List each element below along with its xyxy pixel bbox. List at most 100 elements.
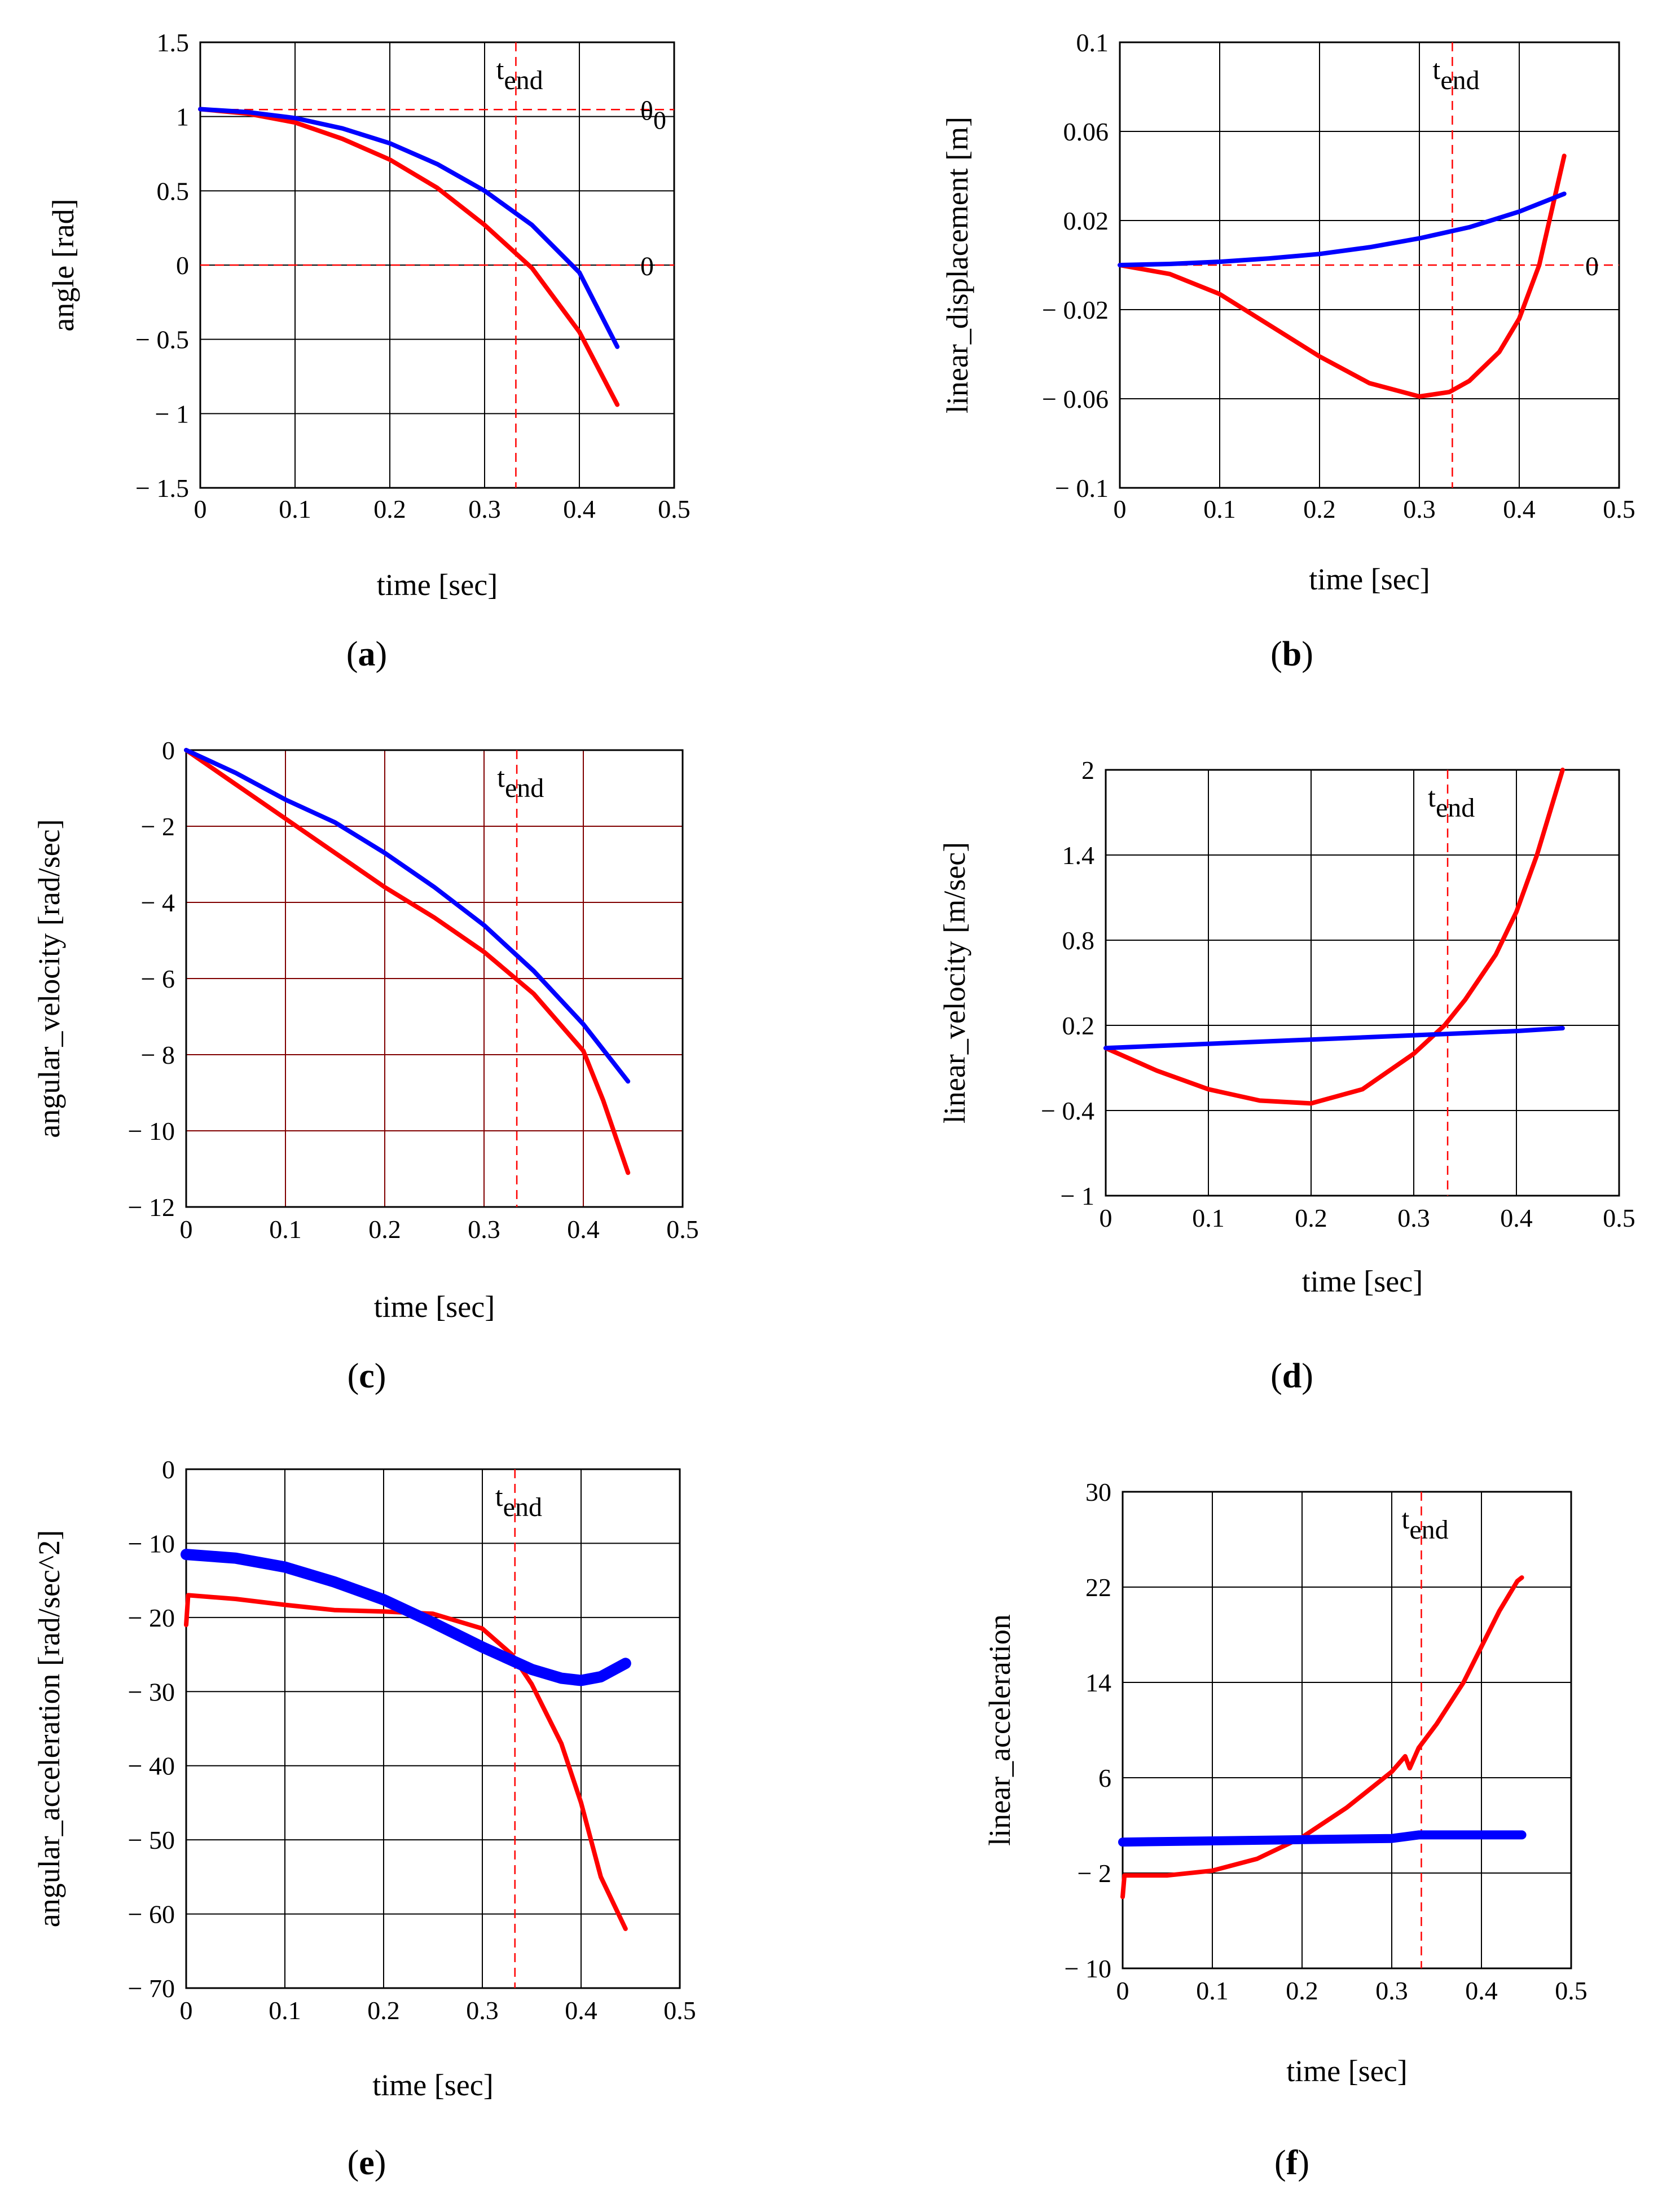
y-tick-label: − 30: [128, 1677, 175, 1706]
y-axis-label: linear_displacement [m]: [940, 117, 974, 413]
x-tick-label: 0: [180, 1215, 193, 1244]
panel-label-open: (: [346, 635, 358, 673]
panel-label-close: ): [1298, 2144, 1309, 2182]
panel-label-close: ): [375, 1357, 386, 1395]
y-tick-label: − 10: [1065, 1954, 1111, 1983]
x-axis-label: time [sec]: [1286, 2054, 1407, 2088]
x-tick-label: 0: [194, 495, 207, 523]
x-tick-label: 0.1: [1203, 495, 1236, 523]
x-tick-label: 0.3: [1403, 495, 1436, 523]
panel-label-open: (: [348, 1357, 359, 1395]
panel-label-letter: a: [358, 635, 376, 673]
tend-subscript: end: [503, 1492, 542, 1522]
y-tick-label: 0: [162, 736, 175, 765]
x-tick-label: 0.1: [269, 1215, 302, 1244]
x-tick-label: 0.2: [1286, 1976, 1318, 2005]
y-axis-label: angular_acceleration [rad/sec^2]: [32, 1530, 66, 1927]
x-axis-label: time [sec]: [1302, 1264, 1423, 1298]
tend-label: tend: [495, 1480, 542, 1522]
tend-subscript: end: [1440, 65, 1479, 95]
x-tick-label: 0.5: [1603, 495, 1635, 523]
x-tick-label: 0.4: [563, 495, 596, 523]
y-tick-label: 14: [1085, 1668, 1111, 1697]
panel-label: (b): [1270, 635, 1313, 673]
y-tick-label: − 0.02: [1042, 296, 1109, 324]
plot-frame: [1105, 769, 1620, 1197]
chart-e: 0 0.1 0.2 0.3 0.4 0.5 0 − 10 − 20 − 30 − 40 − 50 − 6…: [32, 1455, 696, 2182]
y-tick-label: 1.4: [1062, 841, 1095, 870]
y-tick-label: 0.06: [1063, 117, 1109, 146]
tend-subscript: end: [1409, 1515, 1448, 1545]
x-tick-label: 0: [1100, 1204, 1112, 1232]
x-tick-label: 0.4: [567, 1215, 600, 1244]
x-tick-label: 0: [1116, 1976, 1129, 2005]
x-tick-label: 0.2: [1295, 1204, 1327, 1232]
y-tick-label: − 0.1: [1055, 474, 1109, 503]
x-tick-label: 0.5: [666, 1215, 699, 1244]
y-tick-label: − 60: [128, 1900, 175, 1929]
y-tick-label: − 1.5: [135, 474, 189, 503]
y-tick-label: − 6: [141, 964, 175, 993]
series-red-line: [1120, 1575, 1524, 1900]
y-tick-label: − 2: [141, 812, 175, 841]
x-tick-label: 0.3: [468, 495, 501, 523]
chart-f: 0 0.1 0.2 0.3 0.4 0.5 30 22 14 6 − 2 − 10 tend time […: [983, 1478, 1588, 2182]
panel-label-open: (: [1274, 2144, 1286, 2182]
x-tick-label: 0.1: [1192, 1204, 1225, 1232]
panel-label-letter: f: [1286, 2144, 1299, 2182]
x-tick-label: 0.2: [1303, 495, 1336, 523]
y-tick-label: − 40: [128, 1752, 175, 1781]
series-red-line: [184, 1593, 628, 1931]
plot-frame: [185, 749, 684, 1208]
x-axis-label: time [sec]: [377, 568, 498, 602]
y-tick-label: 0: [162, 1455, 175, 1484]
y-tick-label: 1.5: [157, 28, 190, 57]
panel-label-close: ): [376, 635, 388, 673]
y-axis-label: linear_acceleration: [983, 1614, 1017, 1846]
series-red-line: [1103, 768, 1565, 1106]
y-tick-label: 1: [176, 103, 189, 131]
y-tick-label: − 0.5: [135, 325, 189, 354]
tend-label: tend: [1401, 1503, 1448, 1545]
tend-label: tend: [1432, 54, 1479, 95]
y-tick-label: 30: [1085, 1478, 1111, 1506]
x-tick-label: 0.2: [367, 1996, 400, 2025]
y-tick-label: − 12: [128, 1193, 175, 1222]
y-tick-label: − 10: [128, 1117, 175, 1145]
x-tick-label: 0.5: [663, 1996, 696, 2025]
series-blue-line: [1103, 1026, 1565, 1051]
x-tick-label: 0.1: [269, 1996, 301, 2025]
y-tick-label: 0.5: [157, 177, 190, 205]
x-tick-label: 0.3: [1397, 1204, 1430, 1232]
y-tick-label: 0.8: [1062, 926, 1095, 955]
reference-line-label: 0: [1585, 252, 1599, 281]
y-axis-label: angle [rad]: [46, 199, 80, 331]
panel-label-letter: e: [359, 2144, 375, 2182]
tend-label: tend: [496, 54, 543, 95]
y-axis-label: angular_velocity [rad/sec]: [32, 819, 66, 1138]
x-tick-label: 0.4: [1500, 1204, 1533, 1232]
panel-label-close: ): [1301, 635, 1313, 673]
x-tick-label: 0.3: [1375, 1976, 1408, 2005]
y-tick-label: 0.02: [1063, 206, 1109, 235]
tend-subscript: end: [504, 65, 543, 95]
y-tick-label: − 1: [155, 399, 189, 428]
panel-label: (e): [348, 2144, 386, 2182]
series-blue-line: [181, 1549, 631, 1686]
panel-label-close: ): [1301, 1357, 1313, 1395]
x-tick-label: 0: [180, 1996, 193, 2025]
x-tick-label: 0.2: [368, 1215, 401, 1244]
tend-subscript: end: [1436, 793, 1475, 823]
y-tick-label: 2: [1081, 756, 1094, 785]
panel-label-letter: c: [359, 1357, 375, 1395]
reference-line-subscript: 0: [653, 105, 666, 134]
y-tick-label: − 0.06: [1042, 385, 1109, 413]
y-tick-label: − 0.4: [1041, 1096, 1094, 1125]
y-tick-label: − 10: [128, 1529, 175, 1558]
x-axis-label: time [sec]: [372, 2068, 493, 2102]
series-blue-line: [198, 107, 620, 349]
panel-label-open: (: [1270, 635, 1282, 673]
series-blue-line: [1118, 1830, 1527, 1847]
chart-b: 0 0.1 0.2 0.3 0.4 0.5 0.1 0.06 0.02 − 0.02 − 0.06 −…: [940, 28, 1635, 673]
y-tick-label: − 1: [1061, 1182, 1094, 1210]
